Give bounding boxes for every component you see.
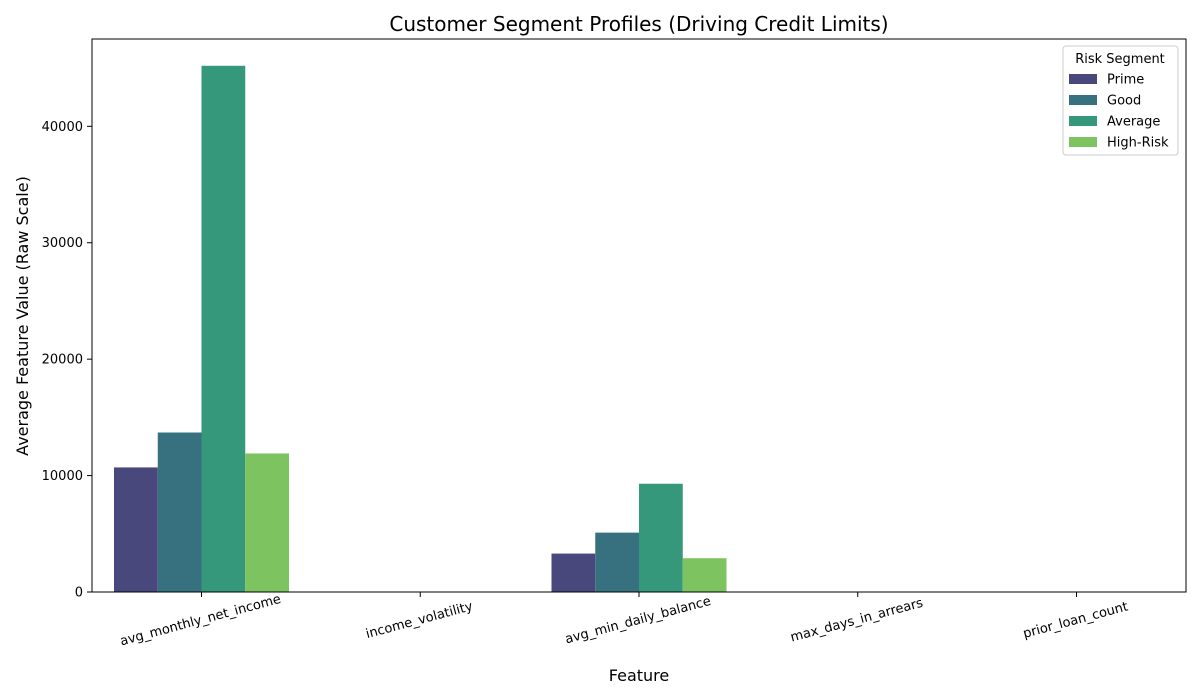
legend-items: Prime Good Average High-Risk — [1069, 73, 1169, 151]
x-tick-label: avg_min_daily_balance — [564, 594, 713, 647]
legend-title: Risk Segment — [1075, 52, 1165, 67]
legend: Risk Segment Prime Good Average High-Risk — [1062, 45, 1179, 156]
legend-swatch-good — [1069, 95, 1097, 105]
bar-good-avg-monthly-net-income — [157, 432, 202, 592]
y-tick-label: 10000 — [42, 469, 83, 484]
y-tick-label: 20000 — [42, 353, 83, 368]
legend-swatch-average — [1069, 116, 1097, 126]
x-tick-label: prior_loan_count — [1022, 599, 1130, 641]
x-axis-ticks: avg_monthly_net_income income_volatility a… — [119, 592, 1130, 649]
x-tick-label: max_days_in_arrears — [789, 596, 925, 646]
x-axis-label: Feature — [609, 666, 669, 685]
plot-frame — [91, 38, 1187, 593]
x-tick-label: avg_monthly_net_income — [119, 592, 283, 649]
legend-box — [1062, 45, 1179, 156]
bar-average-avg-monthly-net-income — [201, 65, 246, 592]
y-tick-label: 0 — [75, 586, 83, 601]
bar-prime-avg-min-daily-balance — [551, 553, 596, 592]
legend-label: Good — [1107, 94, 1141, 109]
bar-average-avg-min-daily-balance — [639, 483, 683, 592]
y-axis-ticks: 0 10000 20000 30000 40000 — [42, 120, 92, 601]
legend-label: Average — [1107, 115, 1160, 130]
y-tick-label: 30000 — [42, 236, 83, 251]
chart-title: Customer Segment Profiles (Driving Credi… — [389, 12, 888, 36]
bars-group — [114, 65, 1164, 592]
y-axis-label: Average Feature Value (Raw Scale) — [13, 176, 32, 456]
legend-swatch-prime — [1069, 74, 1097, 84]
bar-prime-avg-monthly-net-income — [114, 467, 158, 592]
legend-label: High-Risk — [1107, 136, 1169, 151]
bar-high-risk-avg-monthly-net-income — [245, 453, 289, 592]
bar-good-avg-min-daily-balance — [595, 532, 639, 592]
legend-swatch-high-risk — [1069, 137, 1097, 147]
x-tick-label: income_volatility — [364, 599, 474, 642]
bar-high-risk-avg-min-daily-balance — [682, 558, 727, 592]
legend-label: Prime — [1107, 73, 1144, 88]
y-tick-label: 40000 — [42, 120, 83, 135]
